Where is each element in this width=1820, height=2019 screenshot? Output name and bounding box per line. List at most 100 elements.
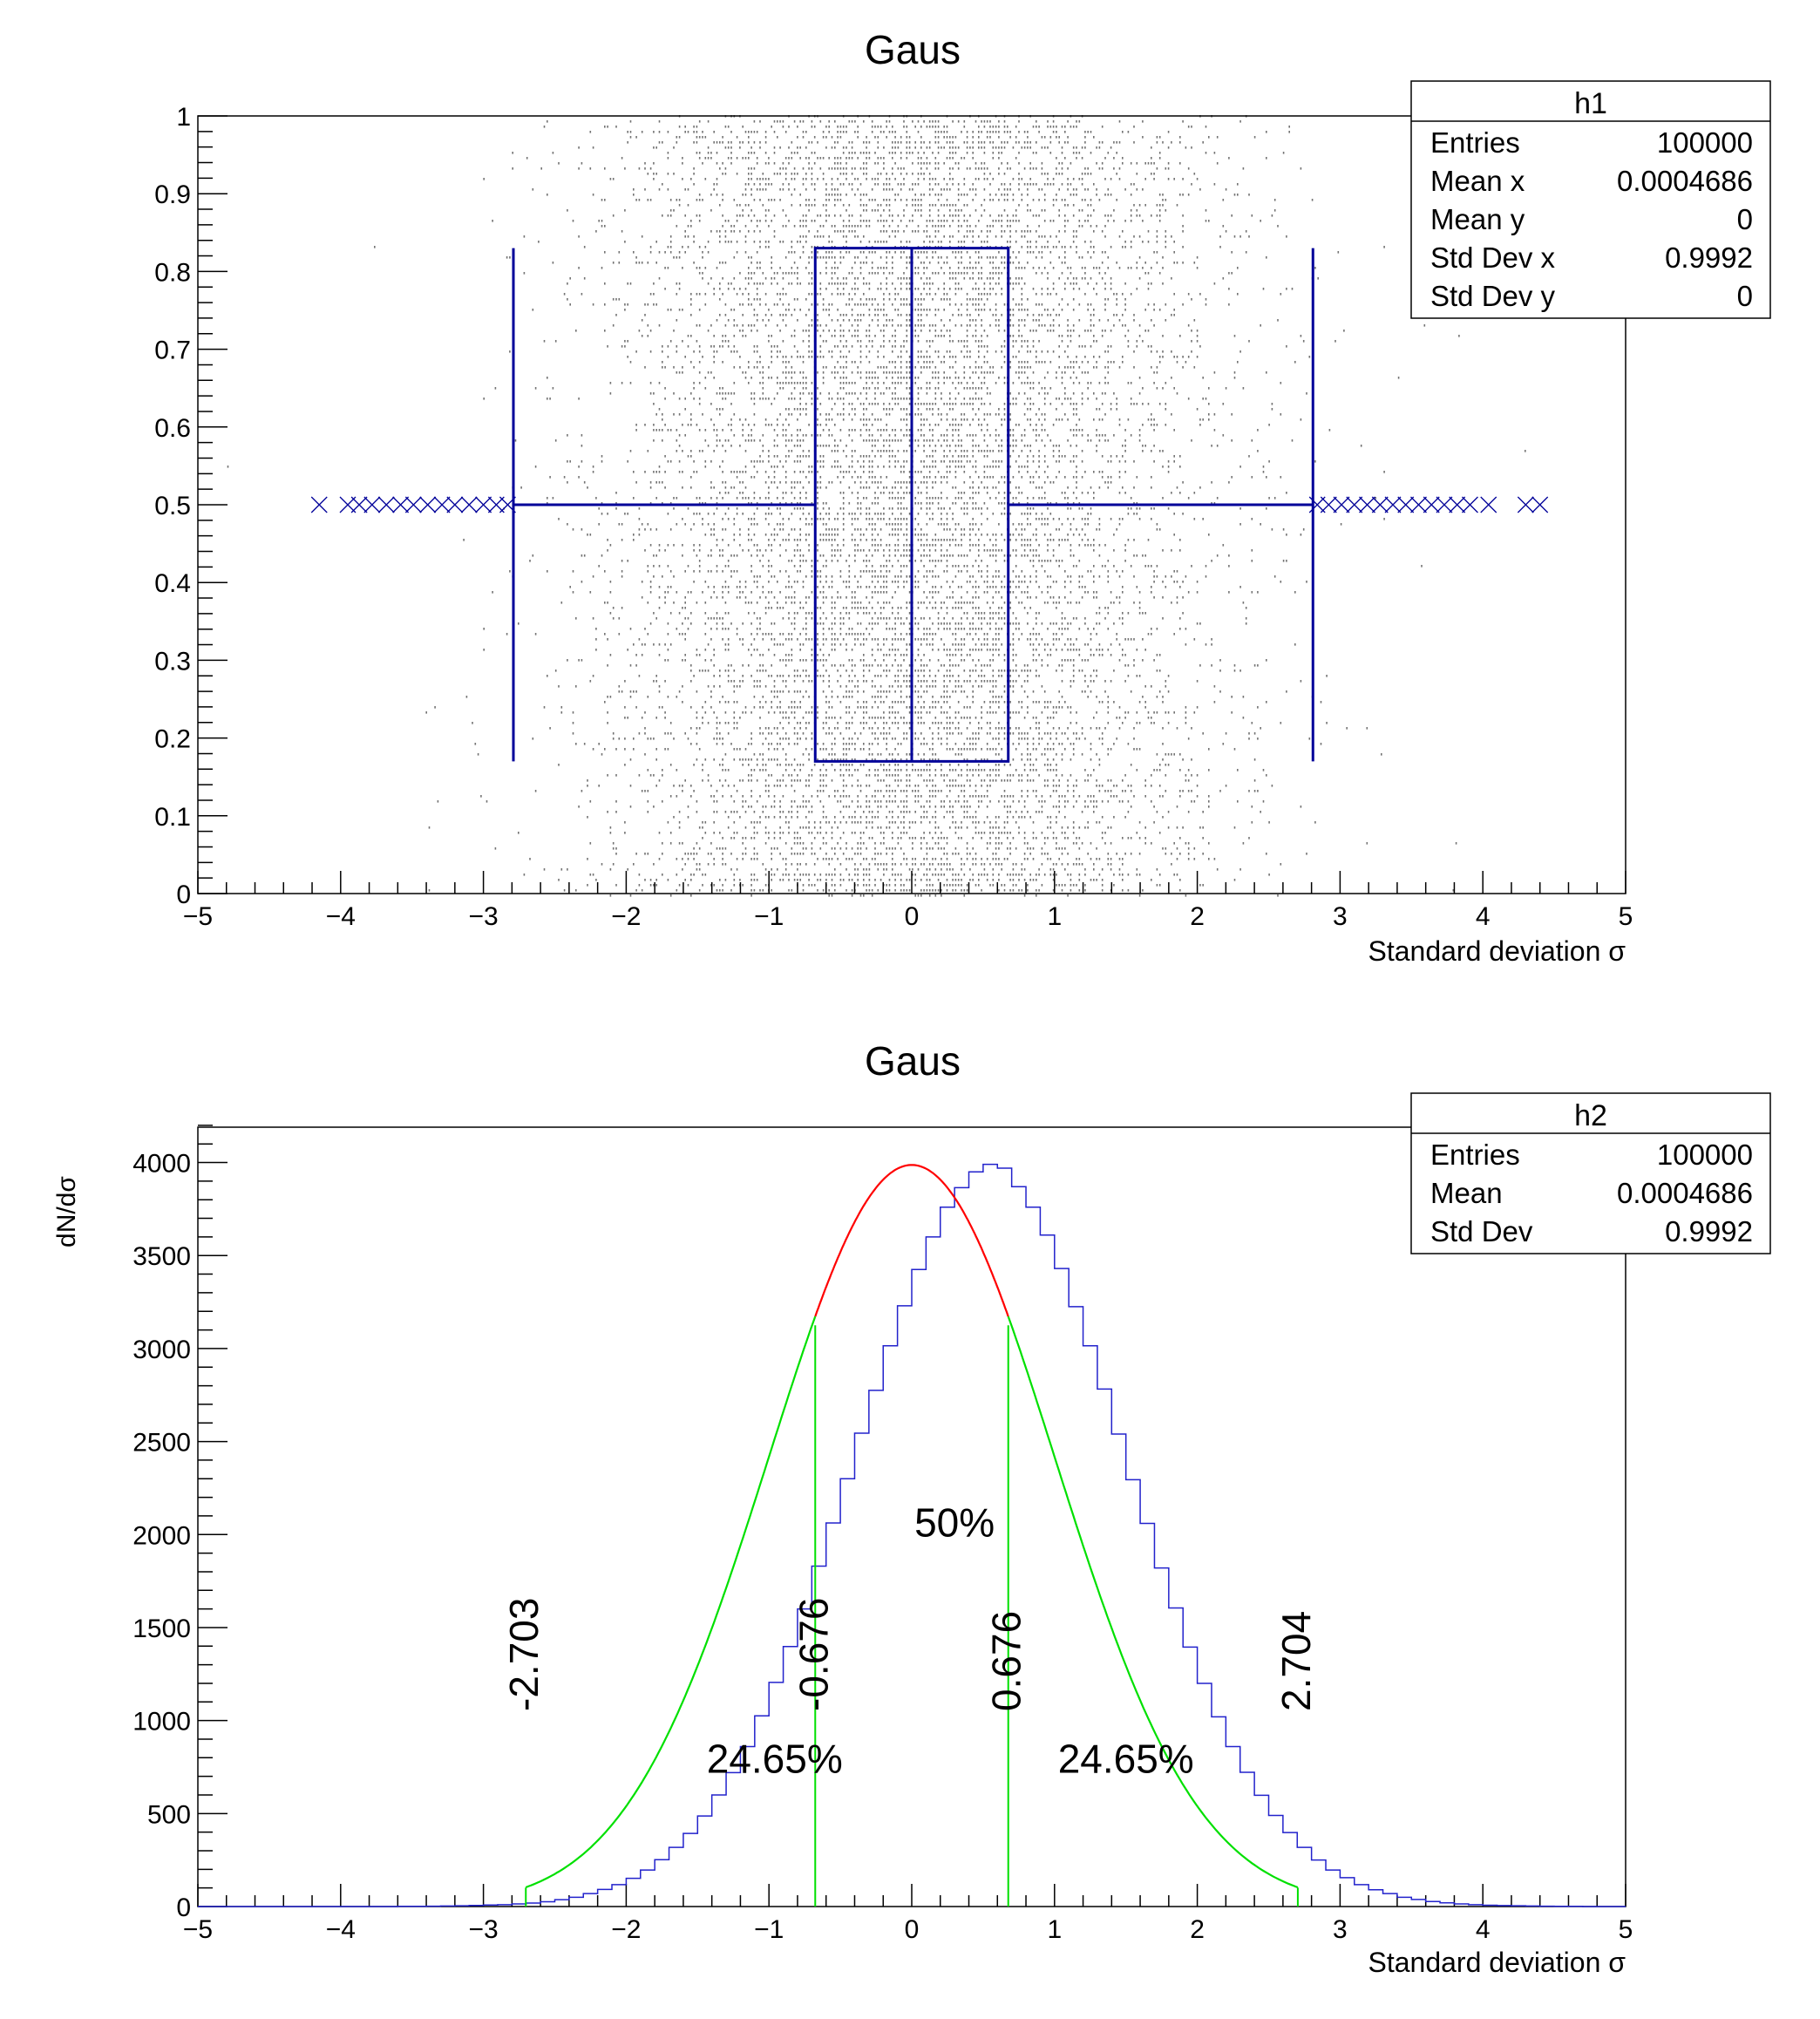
y-tick-label: 3000 (132, 1336, 191, 1364)
stats-label: Mean x (1430, 165, 1525, 197)
x-tick-label: 3 (1333, 902, 1348, 931)
x-tick-label: −5 (183, 902, 213, 931)
quantile-label: 2.704 (1273, 1611, 1319, 1711)
y-tick-label: 1500 (132, 1615, 191, 1643)
outlier-marker (1410, 496, 1427, 513)
outlier-marker (377, 496, 395, 513)
stats-label: Mean y (1430, 203, 1525, 235)
y-tick-label: 3500 (132, 1242, 191, 1271)
scatter-dots (227, 115, 1526, 897)
y-tick-label: 0.7 (154, 336, 191, 365)
outlier-marker (499, 496, 516, 513)
y-tick-label: 0.8 (154, 258, 191, 287)
outlier-marker (363, 496, 381, 513)
x-tick-label: 5 (1619, 902, 1633, 931)
outlier-marker (1320, 496, 1337, 513)
fit-curve (1007, 1315, 1299, 1889)
x-tick-label: 2 (1190, 1915, 1205, 1944)
stats-label: Mean (1430, 1177, 1503, 1209)
x-tick-label: 3 (1333, 1915, 1348, 1944)
outlier-marker (1423, 496, 1440, 513)
x-tick-label: 2 (1190, 902, 1205, 931)
percentage-label: 50% (914, 1499, 995, 1545)
stats-label: Entries (1430, 1139, 1520, 1171)
y-tick-label: 2000 (132, 1521, 191, 1550)
outlier-marker (1346, 496, 1363, 513)
x-tick-label: 4 (1476, 902, 1491, 931)
fit-curve (525, 1315, 817, 1889)
stats-title: h2 (1574, 1099, 1607, 1132)
stats-value: 100000 (1657, 126, 1753, 159)
y-tick-label: 4000 (132, 1150, 191, 1179)
scatter-points (227, 115, 1526, 897)
x-tick-label: 1 (1047, 1915, 1062, 1944)
stats-box: h1 Entries 100000 Mean x 0.0004686 Mean y 0 Std… (1410, 80, 1771, 319)
y-tick-label: 0.3 (154, 647, 191, 676)
outlier-marker (446, 496, 464, 513)
stats-label: Entries (1430, 126, 1520, 159)
y-tick-label: 0.4 (154, 569, 191, 598)
y-tick-label: 0 (176, 880, 191, 909)
outlier-marker (1449, 496, 1466, 513)
outlier-marker (1371, 496, 1389, 513)
x-tick-label: 0 (905, 902, 920, 931)
x-tick-label: 1 (1047, 902, 1062, 931)
outlier-marker (392, 496, 410, 513)
outlier-marker (1359, 496, 1375, 513)
x-tick-label: 0 (905, 1915, 920, 1944)
x-tick-label: −4 (326, 1915, 356, 1944)
x-tick-label: −3 (468, 902, 498, 931)
x-tick-label: 5 (1619, 1915, 1633, 1944)
y-tick-label: 1 (176, 103, 191, 132)
outlier-marker (1531, 496, 1549, 513)
plot-title: Gaus (865, 27, 961, 72)
outlier-marker (433, 496, 451, 513)
outlier-marker (460, 496, 478, 513)
x-tick-label: −2 (611, 1915, 641, 1944)
y-tick-label: 0 (176, 1893, 191, 1922)
stats-value: 0.0004686 (1617, 1177, 1753, 1209)
stats-label: Std Dev y (1430, 280, 1556, 312)
x-tick-label: −1 (754, 1915, 784, 1944)
x-axis-label: Standard deviation σ (1368, 1947, 1626, 1978)
x-tick-label: 4 (1476, 1915, 1491, 1944)
histogram-plot-panel: Gaus Standard deviation σ dN/dσ −5 −4 −3 −2… (52, 1038, 1771, 1978)
outlier-marker (1462, 496, 1478, 513)
candle-plot-panel: Gaus Standard deviation σ −5 −4 −3 −2 −1 0 1 2 3… (154, 27, 1771, 967)
stats-value: 0 (1737, 280, 1753, 312)
stats-value: 0 (1737, 203, 1753, 235)
y-tick-label: 1000 (132, 1708, 191, 1737)
quantile-label: -0.676 (791, 1598, 836, 1711)
outlier-marker (310, 496, 328, 513)
y-tick-label: 0.5 (154, 492, 191, 520)
outlier-marker (404, 496, 422, 513)
stats-box: h2 Entries 100000 Mean 0.0004686 Std Dev 0.999… (1410, 1092, 1771, 1254)
outlier-marker (1397, 496, 1415, 513)
x-tick-label: −3 (468, 1915, 498, 1944)
y-axis-label: dN/dσ (52, 1176, 81, 1247)
outlier-marker (475, 496, 492, 513)
y-tick-label: 0.1 (154, 803, 191, 832)
stats-label: Std Dev (1430, 1215, 1533, 1247)
stats-label: Std Dev x (1430, 241, 1556, 274)
outlier-marker (339, 496, 357, 513)
x-tick-label: −4 (326, 902, 356, 931)
outlier-marker (1308, 496, 1326, 513)
stats-value: 100000 (1657, 1139, 1753, 1171)
outlier-marker (1480, 496, 1497, 513)
stats-value: 0.0004686 (1617, 165, 1753, 197)
percentage-label: 24.65% (707, 1736, 843, 1781)
x-tick-label: −5 (183, 1915, 213, 1944)
outlier-marker (487, 496, 505, 513)
x-axis-label: Standard deviation σ (1368, 935, 1626, 967)
outlier-marker (1384, 496, 1402, 513)
stats-title: h1 (1574, 87, 1607, 120)
outlier-marker (1436, 496, 1453, 513)
outlier-marker (1333, 496, 1350, 513)
y-tick-label: 0.6 (154, 414, 191, 443)
y-tick-label: 0.2 (154, 725, 191, 754)
fit-curve (814, 1164, 1009, 1317)
quantile-label: 0.676 (984, 1611, 1029, 1711)
percentage-label: 24.65% (1058, 1736, 1194, 1781)
